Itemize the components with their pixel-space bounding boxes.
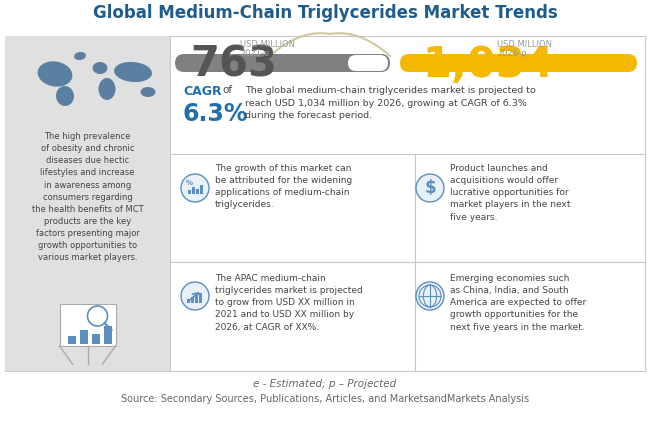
Text: The growth of this market can
be attributed for the widening
applications of med: The growth of this market can be attribu… xyxy=(215,164,352,210)
Text: e - Estimated; p – Projected: e - Estimated; p – Projected xyxy=(254,379,396,389)
Text: USD MILLION: USD MILLION xyxy=(497,40,552,49)
FancyBboxPatch shape xyxy=(200,185,203,194)
Ellipse shape xyxy=(92,62,107,74)
FancyBboxPatch shape xyxy=(196,189,199,194)
FancyBboxPatch shape xyxy=(195,295,198,303)
FancyBboxPatch shape xyxy=(175,54,390,72)
Text: The APAC medium-chain
triglycerides market is projected
to grow from USD XX mill: The APAC medium-chain triglycerides mark… xyxy=(215,274,363,332)
Text: 6.3%: 6.3% xyxy=(183,102,248,126)
Text: 2026-p: 2026-p xyxy=(497,49,526,58)
Text: Global Medium-Chain Triglycerides Market Trends: Global Medium-Chain Triglycerides Market… xyxy=(92,4,558,22)
Text: Emerging economies such
as China, India, and South
America are expected to offer: Emerging economies such as China, India,… xyxy=(450,274,586,332)
FancyBboxPatch shape xyxy=(192,187,195,194)
FancyBboxPatch shape xyxy=(348,55,388,71)
FancyBboxPatch shape xyxy=(5,36,645,371)
FancyBboxPatch shape xyxy=(92,334,99,344)
Ellipse shape xyxy=(114,62,152,82)
FancyBboxPatch shape xyxy=(188,190,191,194)
FancyBboxPatch shape xyxy=(68,336,75,344)
Text: USD MILLION: USD MILLION xyxy=(240,40,295,49)
FancyBboxPatch shape xyxy=(103,326,112,344)
Ellipse shape xyxy=(56,86,74,106)
Ellipse shape xyxy=(38,61,72,87)
Text: Product launches and
acquisitions would offer
lucrative opportunities for
market: Product launches and acquisitions would … xyxy=(450,164,571,222)
FancyBboxPatch shape xyxy=(400,54,637,72)
Circle shape xyxy=(181,174,209,202)
Text: Source: Secondary Sources, Publications, Articles, and MarketsandMarkets Analysi: Source: Secondary Sources, Publications,… xyxy=(121,394,529,404)
Text: 1,034: 1,034 xyxy=(422,44,554,86)
FancyBboxPatch shape xyxy=(187,299,190,303)
Text: $: $ xyxy=(424,179,436,197)
Ellipse shape xyxy=(74,52,86,60)
Circle shape xyxy=(416,174,444,202)
FancyBboxPatch shape xyxy=(5,36,170,371)
FancyBboxPatch shape xyxy=(10,39,165,129)
Text: The high prevalence
of obesity and chronic
diseases due hectic
lifestyles and in: The high prevalence of obesity and chron… xyxy=(32,132,143,262)
Circle shape xyxy=(181,282,209,310)
Ellipse shape xyxy=(99,78,116,100)
FancyBboxPatch shape xyxy=(191,297,194,303)
Ellipse shape xyxy=(140,87,155,97)
Text: of: of xyxy=(222,85,232,95)
FancyBboxPatch shape xyxy=(79,330,88,344)
Text: 2021-e: 2021-e xyxy=(240,49,269,58)
FancyBboxPatch shape xyxy=(199,293,202,303)
Text: %: % xyxy=(186,180,193,186)
Text: The global medium-chain triglycerides market is projected to
reach USD 1,034 mil: The global medium-chain triglycerides ma… xyxy=(245,86,536,120)
Text: 763: 763 xyxy=(190,44,277,86)
Text: CAGR: CAGR xyxy=(183,85,222,98)
Circle shape xyxy=(416,282,444,310)
FancyBboxPatch shape xyxy=(60,304,116,346)
